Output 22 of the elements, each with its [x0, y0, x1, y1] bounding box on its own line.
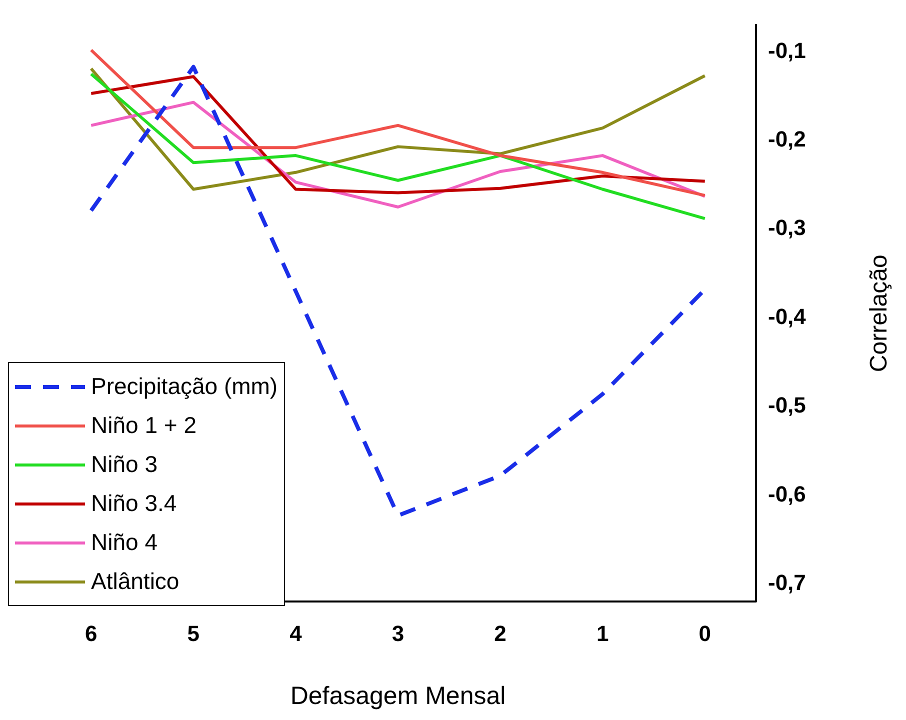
legend-label: Niño 1 + 2 — [91, 411, 196, 440]
x-axis-title: Defasagem Mensal — [290, 682, 506, 710]
legend-label: Niño 4 — [91, 528, 158, 557]
y-tick-label: -0,7 — [768, 570, 806, 595]
y-tick-label: -0,1 — [768, 38, 806, 63]
legend-label: Niño 3 — [91, 450, 158, 479]
y-tick-label: -0,5 — [768, 392, 806, 418]
y-axis-title: Correlação — [866, 254, 893, 372]
x-tick-label: 6 — [85, 620, 98, 646]
legend-label: Atlântico — [91, 567, 180, 596]
legend-label: Precipitação (mm) — [91, 372, 278, 401]
y-tick-label: -0,6 — [768, 481, 806, 506]
x-tick-label: 4 — [290, 620, 303, 646]
legend-label: Niño 3.4 — [91, 489, 177, 518]
y-tick-label: -0,4 — [768, 304, 807, 329]
y-tick-label: -0,2 — [768, 126, 806, 152]
x-tick-label: 3 — [392, 620, 404, 646]
x-tick-label: 5 — [187, 620, 200, 646]
x-tick-label: 0 — [698, 620, 711, 646]
y-tick-label: -0,3 — [768, 215, 806, 240]
x-tick-label: 1 — [596, 620, 609, 646]
x-tick-label: 2 — [494, 620, 506, 646]
